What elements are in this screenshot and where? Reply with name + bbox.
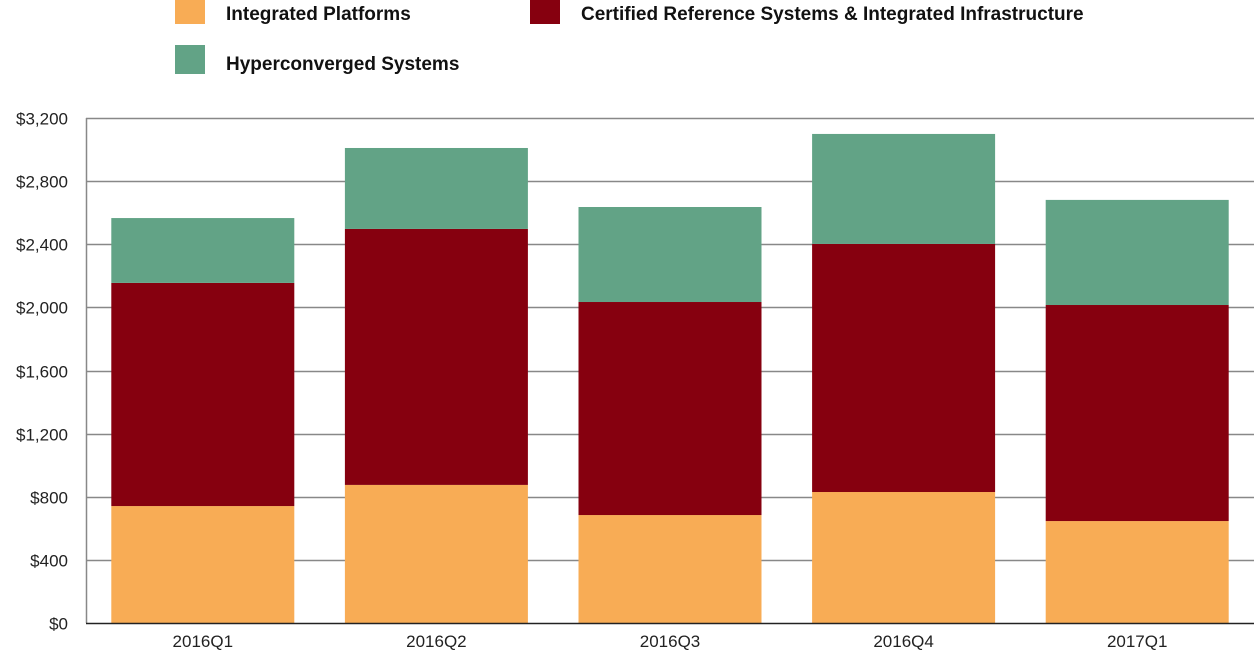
legend-swatch [530, 0, 560, 24]
bars [111, 133, 1229, 623]
bar-segment [578, 207, 762, 303]
x-tick-label: 2016Q2 [406, 632, 467, 651]
bar-segment [111, 282, 295, 507]
x-tick-label: 2016Q4 [873, 632, 934, 651]
y-tick-label: $0 [49, 615, 68, 634]
x-tick-label: 2017Q1 [1107, 632, 1168, 651]
y-tick-label: $1,200 [16, 426, 68, 445]
bar-segment [812, 243, 996, 493]
y-tick-label: $2,800 [16, 173, 68, 192]
legend-swatch [175, 0, 205, 24]
bar-segment [344, 484, 528, 623]
y-tick-label: $3,200 [16, 110, 68, 129]
legend-item-certified-reference-systems: Certified Reference Systems & Integrated… [530, 0, 1084, 25]
legend-swatch [175, 45, 205, 74]
bar-segment [1045, 305, 1229, 522]
bar-segment [1045, 199, 1229, 306]
legend-item-hyperconverged-systems: Hyperconverged Systems [175, 45, 459, 75]
axes: $0 $400 $800 $1,200 $1,600 $2,000 $2,400 $2,800… [16, 110, 1254, 651]
x-tick-label: 2016Q3 [640, 632, 701, 651]
y-tick-label: $800 [30, 489, 68, 508]
bar-segment [578, 515, 762, 623]
legend: Integrated Platforms Certified Reference… [175, 0, 1084, 75]
bar-segment [1045, 521, 1229, 623]
y-tick-label: $400 [30, 552, 68, 571]
y-tick-label: $1,600 [16, 363, 68, 382]
x-tick-label: 2016Q1 [173, 632, 234, 651]
bar-segment [111, 506, 295, 623]
bar-segment [812, 492, 996, 623]
legend-item-integrated-platforms: Integrated Platforms [175, 0, 411, 25]
bar-segment [344, 147, 528, 229]
legend-label: Certified Reference Systems & Integrated… [581, 4, 1084, 25]
y-tick-label: $2,400 [16, 236, 68, 255]
legend-label: Integrated Platforms [226, 4, 411, 25]
bar-segment [111, 218, 295, 283]
bar-segment [578, 302, 762, 516]
bar-segment [812, 133, 996, 244]
legend-label: Hyperconverged Systems [226, 54, 459, 75]
y-tick-label: $2,000 [16, 299, 68, 318]
bar-segment [344, 228, 528, 485]
